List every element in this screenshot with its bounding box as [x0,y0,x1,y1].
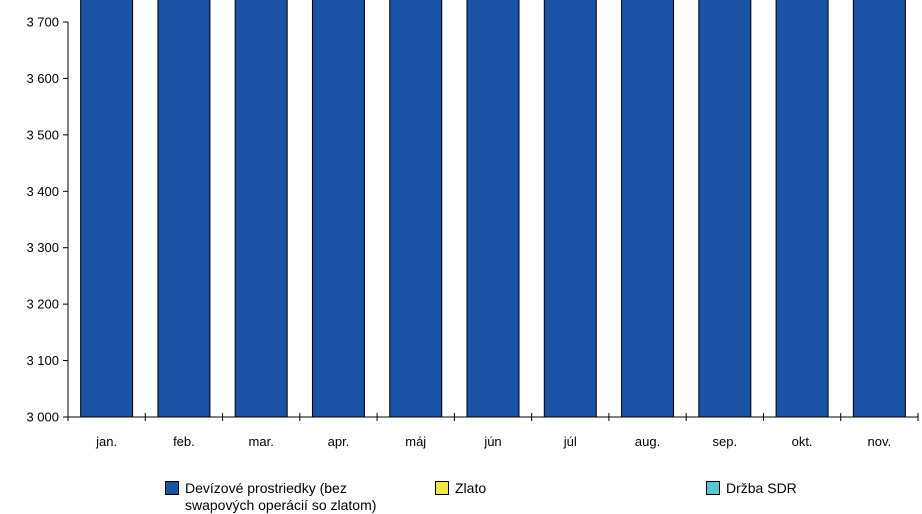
y-tick-label: 3 000 [26,410,59,425]
bar-segment-devizove [543,0,597,418]
x-tick-label: jún [483,434,501,449]
x-tick-label: mar. [249,434,274,449]
bar-segment-devizove [389,0,443,418]
x-tick-label: okt. [792,434,813,449]
y-axis-ticks: 3 000 3 100 3 200 3 300 3 400 3 500 3 600 3 700 [26,15,68,425]
x-tick-label: feb. [173,434,195,449]
y-tick-label: 3 600 [26,71,59,86]
legend-swatch-sdr [706,481,720,495]
bars [80,0,906,418]
x-axis-labels: jan. feb. mar. apr. máj jún júl aug. sep. okt. nov… [67,413,919,449]
legend-swatch-devizove [165,481,179,495]
x-tick-label: aug. [635,434,660,449]
legend-swatch-zlato [435,481,449,495]
bar-segment-devizove [234,0,288,418]
bar-segment-devizove [852,0,906,418]
bar-segment-devizove [621,0,675,418]
legend-label-sdr: Držba SDR [726,480,797,496]
y-tick-label: 3 500 [26,127,59,142]
y-tick-label: 3 200 [26,297,59,312]
legend-label-zlato: Zlato [455,480,487,496]
bar-segment-devizove [80,0,134,418]
bar-segment-devizove [157,0,211,418]
legend: Devízové prostriedky (bez swapových oper… [0,470,922,514]
y-tick-label: 3 100 [26,353,59,368]
y-tick-label: 3 300 [26,240,59,255]
legend-label-devizove: Devízové prostriedky (bez swapových oper… [185,480,377,513]
x-tick-label: nov. [868,434,892,449]
bar-segment-devizove [775,0,829,418]
x-tick-label: sep. [713,434,738,449]
bar-segment-devizove [466,0,520,418]
bar-segment-devizove [698,0,752,418]
y-tick-label: 3 700 [26,15,59,30]
y-tick-label: 3 400 [26,184,59,199]
x-tick-label: júl [563,434,577,449]
x-tick-label: máj [405,434,426,449]
x-tick-label: apr. [328,434,350,449]
x-tick-label: jan. [95,434,117,449]
bar-segment-devizove [311,0,365,418]
